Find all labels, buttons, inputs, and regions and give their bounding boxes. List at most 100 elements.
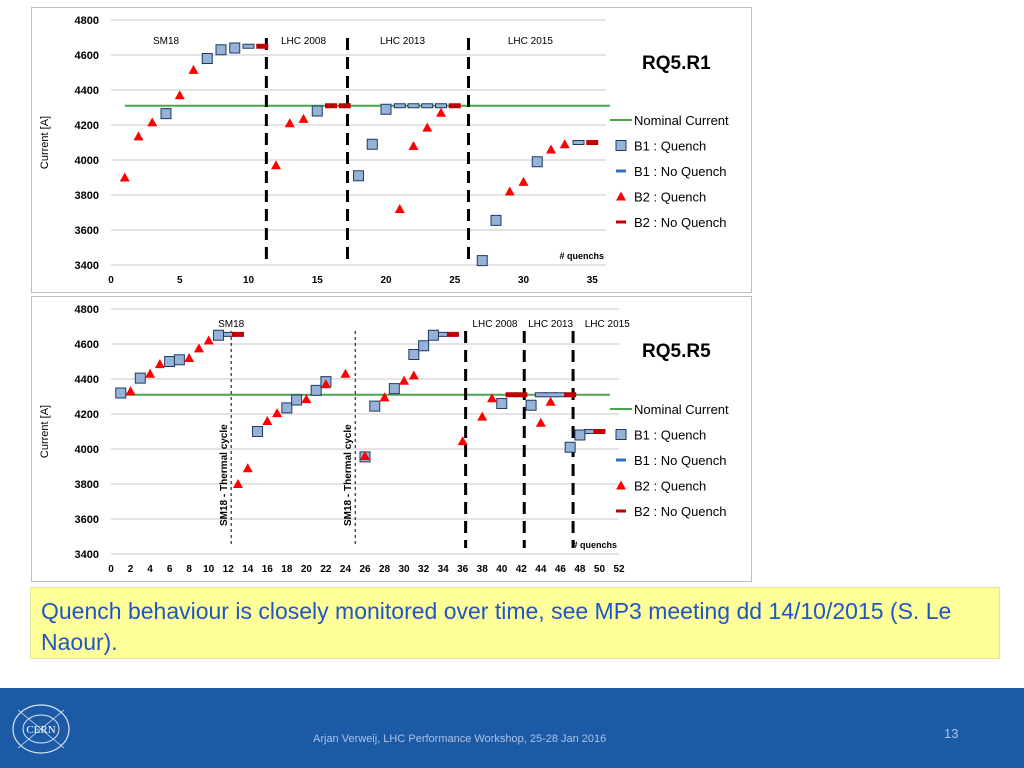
- b1-quench-point: [134, 372, 146, 384]
- b1-quench-point: [574, 429, 586, 441]
- x-tick-label: 18: [281, 564, 293, 575]
- b1-quench-point: [490, 214, 502, 226]
- x-tick-label: 50: [594, 564, 606, 575]
- b2-quench-point: [203, 335, 214, 345]
- b2-quench-point: [422, 122, 433, 132]
- b2-quench-point: [298, 113, 309, 123]
- b2-quench-point: [379, 392, 390, 402]
- x-tick-label: 28: [379, 564, 391, 575]
- b1-quench-point: [201, 53, 213, 64]
- y-tick-label: 4000: [75, 155, 99, 167]
- b1-quench-point: [366, 138, 378, 150]
- cern-logo: CERN: [12, 704, 70, 754]
- b1-quench-point: [531, 156, 543, 168]
- b1-quench-point: [408, 349, 420, 360]
- b1-quench-point: [115, 387, 127, 399]
- chart-title: RQ5.R5: [642, 341, 711, 362]
- b2-quench-point: [320, 379, 331, 389]
- x-tick-label: 14: [242, 564, 254, 575]
- b2-quench-point: [284, 118, 295, 128]
- period-label: LHC 2015: [585, 319, 630, 330]
- legend-label: B1 : No Quench: [634, 453, 727, 468]
- b1-quench-point: [229, 42, 241, 54]
- x-tick-label: 34: [438, 564, 450, 575]
- b1-quench-point: [291, 394, 303, 406]
- legend-swatch-b2-quench: [616, 480, 626, 490]
- b1-quench-point: [310, 384, 322, 396]
- x-axis-note: # quenchs: [572, 540, 617, 550]
- y-tick-label: 3800: [75, 479, 99, 491]
- x-tick-label: 30: [399, 564, 411, 575]
- b1-quench-point: [281, 402, 293, 414]
- b1-quench-point: [160, 108, 172, 120]
- chart-rq5-r1-svg: 3400 3600 3800 4000 4200 4400 4600 4800 0 5 10 15 20…: [39, 15, 729, 286]
- b1-quench-point: [353, 170, 364, 182]
- b2-quench-point: [188, 64, 199, 74]
- x-tick-label: 20: [301, 564, 313, 575]
- b1-quench-point: [476, 255, 488, 267]
- x-tick-label: 4: [147, 564, 153, 575]
- period-label: LHC 2008: [281, 36, 326, 47]
- x-tick-label: 8: [186, 564, 192, 575]
- x-tick-label: 16: [262, 564, 274, 575]
- y-tick-label: 4800: [75, 15, 99, 27]
- legend-label: Nominal Current: [634, 402, 729, 417]
- x-tick-label: 40: [496, 564, 508, 575]
- x-tick-label: 22: [320, 564, 332, 575]
- legend-label: B1 : Quench: [634, 428, 706, 443]
- y-tick-label: 4000: [75, 444, 99, 456]
- x-tick-label: 35: [587, 275, 599, 286]
- b2-quench-point: [408, 141, 419, 150]
- footer-author: Arjan Verweij, LHC Performance Workshop,…: [313, 733, 607, 745]
- x-tick-label: 36: [457, 564, 469, 575]
- y-axis-label: Current [A]: [39, 116, 51, 169]
- y-tick-label: 4200: [75, 120, 99, 132]
- b1-quench-point: [369, 400, 381, 412]
- legend-label: B2 : No Quench: [634, 215, 727, 230]
- legend-label: Nominal Current: [634, 113, 729, 128]
- y-tick-label: 3400: [75, 549, 99, 561]
- x-tick-label: 15: [312, 275, 324, 286]
- footer-bar: [0, 688, 1024, 768]
- legend-swatch-b1-quench: [615, 140, 627, 151]
- x-tick-label: 6: [167, 564, 173, 575]
- b2-quench-point: [262, 416, 273, 425]
- x-tick-label: 38: [477, 564, 489, 575]
- y-tick-label: 4600: [75, 339, 99, 351]
- b2-quench-point: [119, 172, 130, 182]
- b2-quench-point: [546, 144, 556, 154]
- x-tick-label: 5: [177, 275, 183, 286]
- thermal-cycle-label: SM18 - Thermal cycle: [343, 424, 354, 526]
- b1-quench-point: [215, 44, 227, 56]
- legend-label: B1 : No Quench: [634, 164, 727, 179]
- y-tick-label: 3800: [75, 190, 99, 202]
- b2-quench-point: [242, 463, 253, 473]
- x-tick-label: 48: [574, 564, 586, 575]
- x-tick-label: 52: [613, 564, 625, 575]
- x-tick-label: 26: [359, 564, 371, 575]
- b2-quench-point: [394, 204, 405, 213]
- b2-quench-point: [133, 131, 144, 141]
- b2-quench-point: [271, 160, 281, 170]
- b1-quench-point: [173, 354, 185, 366]
- b1-quench-point: [418, 340, 430, 352]
- page-number: 13: [944, 726, 959, 741]
- b1-quench-point: [427, 329, 439, 341]
- x-tick-label: 10: [203, 564, 215, 575]
- b2-quench-point: [193, 343, 204, 353]
- b1-quench-point: [525, 399, 537, 411]
- legend-swatch-b2-quench: [616, 191, 626, 201]
- period-label: SM18: [218, 319, 245, 330]
- b2-quench-point: [477, 411, 488, 421]
- y-tick-label: 4400: [75, 85, 99, 97]
- y-tick-label: 3600: [75, 514, 99, 526]
- b2-quench-point: [272, 408, 283, 418]
- b2-quench-point: [487, 393, 497, 403]
- x-tick-label: 0: [108, 564, 114, 575]
- b2-quench-point: [340, 368, 351, 378]
- b2-quench-point: [504, 186, 515, 196]
- y-tick-label: 4600: [75, 50, 99, 62]
- b2-quench-point: [457, 436, 468, 446]
- b2-quench-point: [559, 139, 570, 149]
